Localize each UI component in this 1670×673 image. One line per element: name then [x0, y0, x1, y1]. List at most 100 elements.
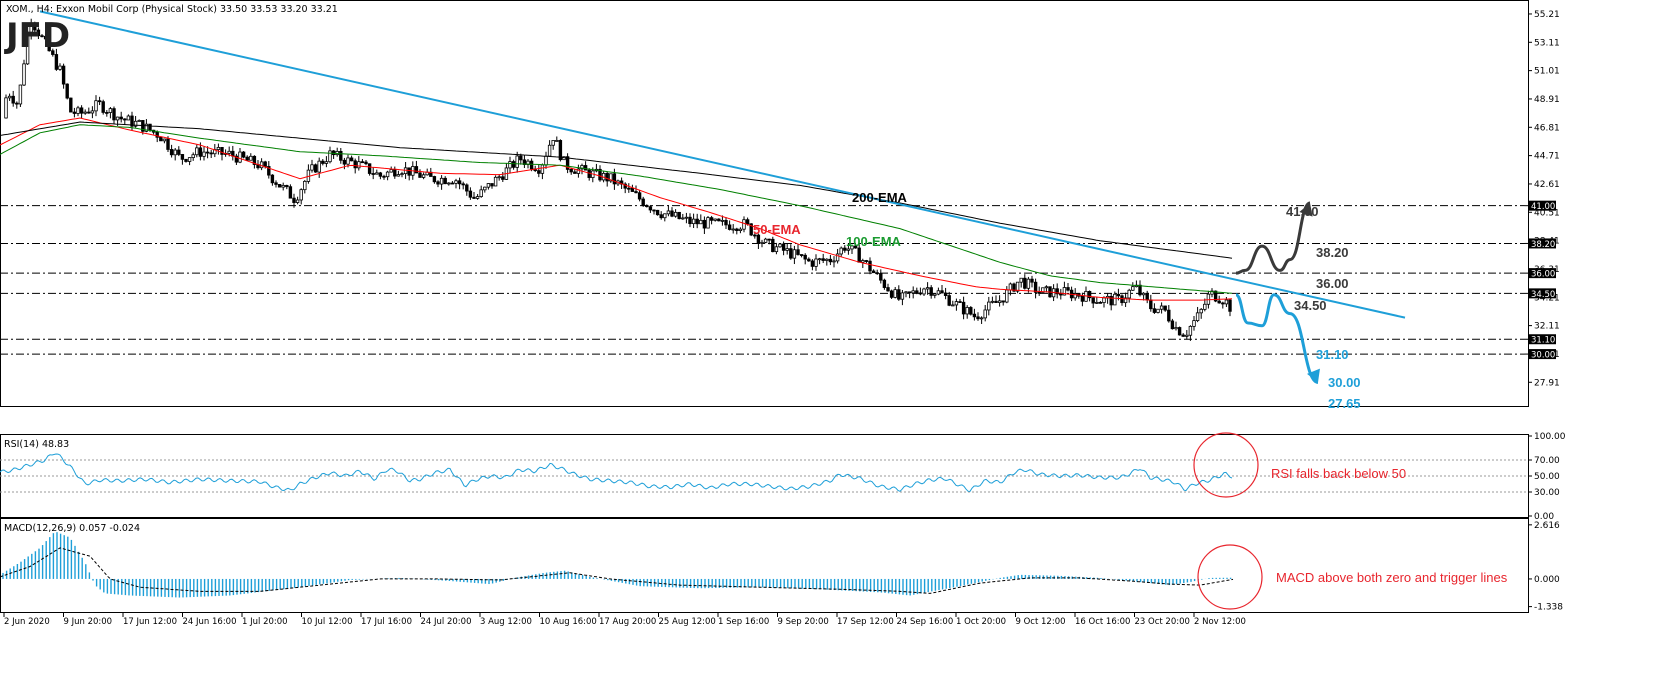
candle-body	[850, 245, 854, 250]
candle-body	[1213, 290, 1218, 302]
level-tag-box	[1529, 349, 1556, 360]
candle-body	[1127, 289, 1131, 299]
candle-body	[1221, 302, 1225, 305]
candle-body	[357, 161, 361, 169]
x-tick-label: 17 Sep 12:00	[837, 617, 894, 627]
candle-body	[389, 169, 393, 173]
candle-body	[105, 112, 109, 114]
candle-body	[1156, 308, 1160, 313]
candle-body	[771, 238, 775, 253]
price-tick-label: 55.21	[1534, 10, 1560, 20]
candle-body	[353, 160, 357, 169]
candle-body	[47, 38, 51, 52]
candle-body	[547, 144, 552, 157]
price-tick-label: 46.81	[1534, 123, 1560, 133]
candle-body	[785, 248, 789, 251]
x-tick-label: 10 Jul 12:00	[302, 617, 353, 627]
candle-body	[961, 301, 966, 315]
candle-body	[36, 29, 41, 37]
candle-body	[421, 174, 426, 178]
ema-lines	[0, 117, 1233, 301]
bearish-scenario-arrowhead	[1306, 368, 1320, 383]
macd-note: MACD above both zero and trigger lines	[1276, 570, 1508, 585]
candle-body	[814, 258, 818, 267]
candle-body	[828, 258, 833, 263]
candle-body	[1138, 284, 1142, 296]
candle-body	[25, 33, 30, 65]
candle-body	[1120, 295, 1124, 304]
candle-body	[807, 258, 811, 262]
candle-body	[933, 293, 937, 296]
x-tick-label: 1 Sep 16:00	[718, 617, 769, 627]
candle-body	[583, 165, 588, 171]
candle-body	[83, 111, 87, 114]
candle-body	[648, 206, 653, 211]
candle-body	[958, 301, 962, 303]
level-tag-text: 34.50	[1531, 290, 1555, 300]
candle-body	[342, 159, 347, 165]
scenario-arrows	[1235, 201, 1320, 384]
candle-body	[328, 150, 332, 163]
candle-body	[879, 273, 883, 281]
candle-body	[990, 300, 995, 303]
candle-body	[911, 290, 915, 294]
candle-body	[400, 173, 404, 176]
rsi-highlight-circle	[1193, 432, 1259, 498]
candle-body	[187, 157, 192, 162]
rsi-panel: 100.00 70.00 50.00 30.00 0.00	[0, 432, 1566, 522]
candle-body	[184, 158, 188, 162]
candle-body	[1206, 293, 1211, 305]
level-tag-text: 31.10	[1531, 336, 1555, 346]
rsi-tick-label: 0.00	[1534, 512, 1554, 522]
candle-body	[875, 272, 879, 275]
candle-body	[54, 54, 59, 70]
candle-body	[1163, 305, 1167, 311]
candle-body	[245, 156, 249, 161]
candle-body	[252, 155, 257, 165]
candle-body	[364, 161, 368, 165]
candle-body	[281, 184, 285, 188]
bearish-scenario-path	[1235, 293, 1319, 384]
candle-body	[652, 209, 656, 212]
candle-body	[515, 155, 519, 168]
candle-body	[126, 115, 131, 121]
candle-body	[1023, 277, 1027, 289]
candle-body	[936, 290, 941, 295]
candle-body	[742, 219, 746, 230]
candle-body	[987, 301, 991, 311]
candle-body	[371, 173, 375, 175]
rsi-tick-label: 70.00	[1534, 456, 1560, 466]
candle-body	[605, 172, 609, 182]
macd-tick-label: 2.616	[1534, 521, 1560, 531]
candle-body	[227, 150, 231, 154]
x-tick-label: 1 Oct 20:00	[956, 617, 1006, 627]
x-tick-label: 9 Sep 20:00	[778, 617, 829, 627]
candle-body	[569, 168, 573, 173]
candle-body	[544, 155, 548, 166]
ema100-label: 100-EMA	[846, 234, 902, 249]
candle-body	[317, 160, 321, 173]
downtrend-line	[39, 10, 1406, 319]
candle-body	[58, 65, 62, 70]
candle-body	[1087, 291, 1092, 299]
x-tick-label: 1 Jul 20:00	[242, 617, 288, 627]
candle-body	[724, 219, 728, 226]
level-tag-text: 41.00	[1531, 202, 1555, 212]
price-tick-label: 32.11	[1534, 322, 1560, 332]
ema50-line	[0, 117, 1233, 301]
candle-body	[1217, 300, 1221, 304]
candle-body	[659, 214, 663, 219]
candle-body	[1015, 281, 1020, 292]
candle-body	[1113, 293, 1117, 306]
candle-body	[893, 289, 897, 298]
candle-body	[349, 157, 354, 162]
candle-body	[267, 166, 271, 176]
x-axis: 2 Jun 2020 9 Jun 20:00 17 Jun 12:00 24 Jun …	[3, 612, 1246, 627]
candle-body	[799, 254, 804, 256]
candle-body	[133, 120, 138, 127]
candle-body	[234, 155, 239, 163]
candle-body	[209, 152, 213, 155]
level-tag-text: 30.00	[1531, 351, 1555, 361]
candle-body	[465, 184, 469, 192]
candle-body	[688, 216, 692, 225]
